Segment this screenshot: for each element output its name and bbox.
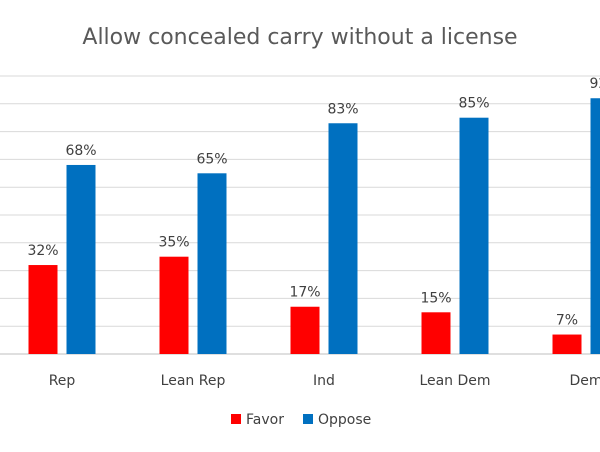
data-label-favor: 15% — [420, 290, 451, 306]
bars — [28, 98, 600, 355]
category-label: Lean Dem — [419, 373, 490, 389]
category-label: Dem — [569, 373, 600, 389]
bar-oppose — [590, 98, 600, 355]
data-label-oppose: 92% — [589, 76, 600, 92]
data-label-favor: 32% — [27, 243, 58, 259]
gridlines — [0, 75, 600, 355]
data-label-favor: 7% — [556, 313, 578, 329]
data-label-oppose: 65% — [196, 151, 227, 167]
data-label-favor: 17% — [289, 285, 320, 301]
chart-title: Allow concealed carry without a license — [82, 25, 517, 50]
bar-favor — [28, 265, 58, 354]
bar-oppose — [66, 164, 96, 354]
bar-favor — [290, 306, 320, 354]
bar-oppose — [459, 117, 489, 354]
category-label: Rep — [49, 373, 76, 389]
bar-favor — [421, 312, 451, 354]
category-label: Lean Rep — [161, 373, 226, 389]
legend-swatch-favor — [231, 414, 241, 424]
legend-swatch-oppose — [303, 414, 313, 424]
category-label: Ind — [313, 373, 335, 389]
legend-label-oppose: Oppose — [318, 412, 371, 428]
bar-favor — [552, 334, 582, 354]
bar-favor — [159, 256, 189, 354]
bar-oppose — [197, 173, 227, 354]
legend-label-favor: Favor — [246, 412, 284, 428]
data-label-oppose: 85% — [458, 96, 489, 112]
category-labels: Rep Lean Rep Ind Lean Dem Dem — [49, 373, 600, 389]
legend: Favor Oppose — [231, 412, 371, 428]
data-label-oppose: 83% — [327, 101, 358, 117]
data-labels: 32% 68% 35% 65% 17% 83% 15% 85% 7% 92% — [27, 76, 600, 328]
data-label-favor: 35% — [158, 235, 189, 251]
bar-oppose — [328, 123, 358, 354]
data-label-oppose: 68% — [65, 143, 96, 159]
